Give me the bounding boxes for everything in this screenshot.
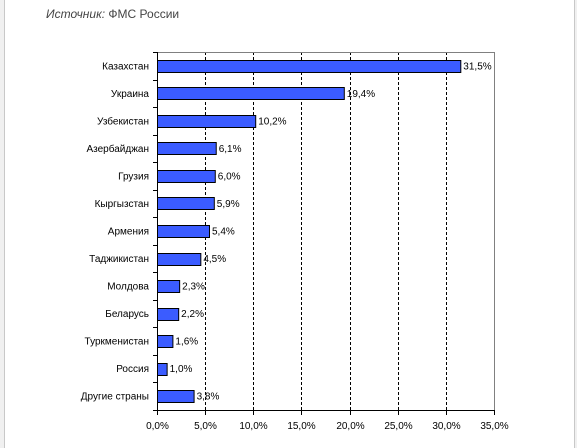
bar (157, 60, 462, 73)
value-label: 10,2% (258, 116, 286, 127)
value-label: 4,5% (203, 254, 226, 265)
bar (157, 390, 195, 403)
value-label: 2,2% (181, 309, 204, 320)
value-label: 19,4% (347, 89, 375, 100)
source-text: ФМС России (108, 7, 180, 21)
chart-panel (4, 0, 575, 448)
bar (157, 280, 181, 293)
value-label: 31,5% (463, 61, 491, 72)
value-label: 5,9% (217, 199, 240, 210)
value-label: 1,0% (170, 364, 193, 375)
x-tick-label: 25,0% (384, 421, 412, 432)
category-label: Россия (116, 364, 149, 375)
category-label: Беларусь (105, 309, 149, 320)
labels: Казахстан 31,5% Украина 19,4% Узбекистан 10,2… (81, 61, 509, 432)
bar (157, 308, 180, 321)
category-label: Азербайджан (86, 143, 149, 155)
category-label: Украина (111, 89, 150, 100)
x-tick-label: 20,0% (336, 421, 364, 432)
gridlines (205, 52, 495, 410)
bar (157, 142, 217, 155)
value-label: 1,6% (175, 337, 198, 348)
x-tick-label: 35,0% (480, 421, 508, 432)
bar (157, 115, 257, 128)
value-label: 2,3% (182, 282, 205, 293)
category-label: Казахстан (102, 61, 149, 72)
source-label: Источник: (46, 7, 106, 21)
value-label: 3,8% (197, 392, 220, 403)
x-tick-label: 30,0% (432, 421, 460, 432)
bar (157, 87, 345, 100)
bars (157, 60, 462, 403)
axes (153, 52, 495, 415)
category-label: Молдова (107, 282, 149, 293)
bar (157, 225, 210, 238)
x-tick-label: 15,0% (287, 421, 315, 432)
source-note: Источник: ФМС России (46, 7, 179, 21)
category-label: Кыргызстан (95, 199, 149, 210)
category-label: Туркменистан (85, 337, 149, 348)
bar (157, 335, 174, 348)
category-label: Таджикистан (89, 254, 149, 265)
category-label: Узбекистан (97, 115, 149, 127)
value-label: 6,1% (219, 144, 242, 155)
bar (157, 253, 202, 266)
x-tick-label: 5,0% (194, 421, 217, 432)
category-label: Другие страны (81, 392, 149, 403)
bar (157, 363, 168, 376)
category-label: Грузия (118, 171, 149, 182)
bar (157, 170, 216, 183)
x-tick-label: 10,0% (239, 421, 267, 432)
value-label: 5,4% (212, 227, 235, 238)
category-label: Армения (108, 227, 149, 238)
x-tick-label: 0,0% (146, 421, 169, 432)
bar (157, 197, 215, 210)
value-label: 6,0% (218, 171, 241, 182)
